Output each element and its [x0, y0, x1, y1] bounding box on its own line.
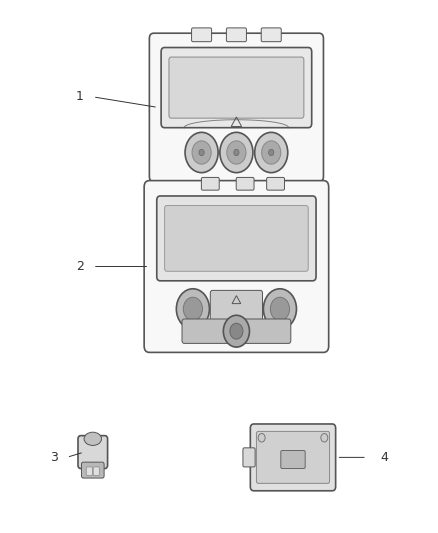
FancyBboxPatch shape — [251, 424, 336, 491]
Circle shape — [263, 289, 297, 329]
FancyBboxPatch shape — [157, 196, 316, 281]
FancyBboxPatch shape — [161, 47, 312, 128]
FancyBboxPatch shape — [267, 177, 285, 190]
FancyBboxPatch shape — [261, 28, 281, 42]
FancyBboxPatch shape — [201, 177, 219, 190]
FancyBboxPatch shape — [182, 319, 291, 343]
FancyBboxPatch shape — [165, 206, 308, 271]
FancyBboxPatch shape — [226, 28, 247, 42]
Circle shape — [184, 297, 202, 320]
Circle shape — [268, 149, 274, 156]
FancyBboxPatch shape — [78, 435, 108, 469]
Circle shape — [177, 289, 209, 329]
FancyBboxPatch shape — [144, 181, 328, 352]
FancyBboxPatch shape — [256, 431, 329, 483]
Circle shape — [223, 316, 250, 347]
Text: 3: 3 — [49, 451, 57, 464]
Circle shape — [230, 323, 243, 339]
Circle shape — [220, 132, 253, 173]
FancyBboxPatch shape — [236, 177, 254, 190]
FancyBboxPatch shape — [149, 33, 323, 182]
FancyBboxPatch shape — [210, 290, 262, 327]
Circle shape — [254, 132, 288, 173]
FancyBboxPatch shape — [81, 462, 104, 478]
Circle shape — [270, 297, 290, 320]
Ellipse shape — [84, 432, 102, 446]
FancyBboxPatch shape — [86, 467, 92, 475]
Circle shape — [258, 433, 265, 442]
FancyBboxPatch shape — [191, 28, 212, 42]
Circle shape — [192, 141, 211, 164]
Text: 1: 1 — [76, 90, 84, 103]
Circle shape — [261, 141, 281, 164]
FancyBboxPatch shape — [281, 450, 305, 469]
Text: 4: 4 — [381, 451, 389, 464]
FancyBboxPatch shape — [243, 448, 255, 467]
Circle shape — [199, 149, 204, 156]
Circle shape — [321, 433, 328, 442]
Circle shape — [185, 132, 218, 173]
FancyBboxPatch shape — [169, 57, 304, 118]
Text: 2: 2 — [76, 260, 84, 273]
FancyBboxPatch shape — [93, 467, 99, 475]
Circle shape — [227, 141, 246, 164]
Circle shape — [234, 149, 239, 156]
